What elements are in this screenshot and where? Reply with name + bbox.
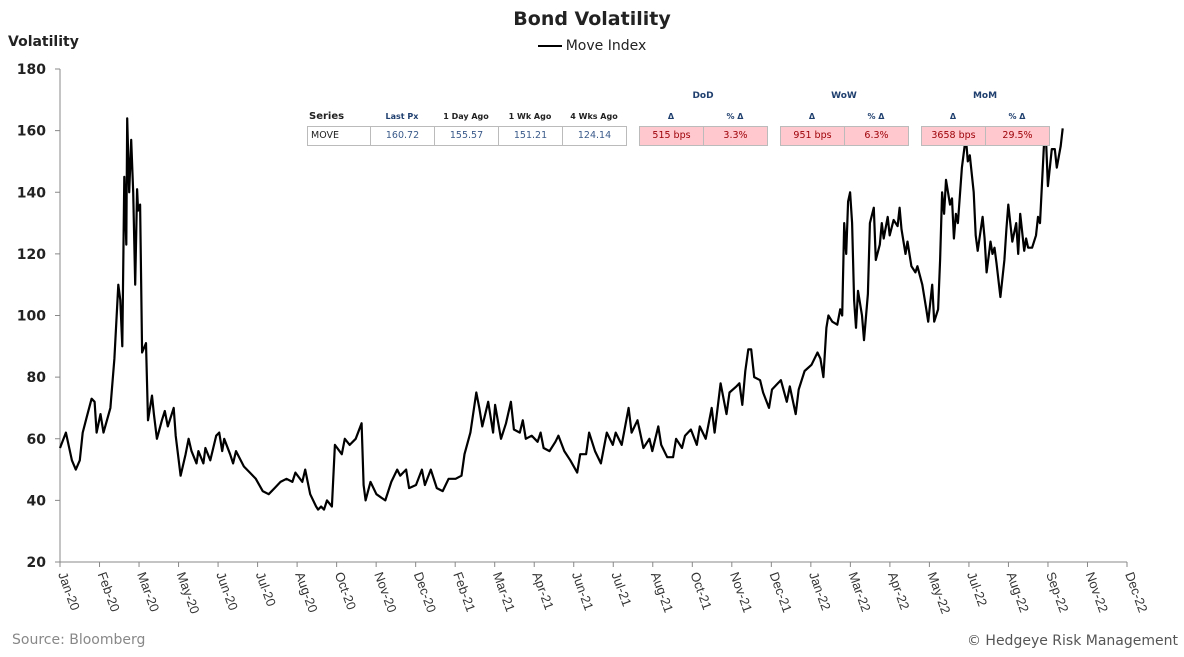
cell-wow-delta: 951 bps [780,126,845,146]
legend: Move Index [0,38,1184,54]
y-axis-label: Volatility [8,34,79,50]
y-tick-label: 80 [27,370,47,386]
header-dod-delta: Δ [667,112,675,121]
header-dod-pct: % Δ [726,112,744,121]
x-tick-label: Nov-21 [727,570,755,615]
x-tick-label: Apr-22 [885,570,912,612]
copyright-note: © Hedgeye Risk Management [966,633,1178,649]
header-1-wk-ago: 1 Wk Ago [508,112,552,121]
y-tick-label: 140 [17,185,46,201]
x-tick-label: Feb-20 [95,570,123,614]
x-tick-label: Apr-21 [529,570,556,612]
group-wow: WoW [831,91,857,101]
x-tick-label: Nov-22 [1083,570,1111,615]
x-tick-label: Jul-22 [964,570,990,608]
x-tick-label: Oct-21 [687,570,714,612]
y-tick-label: 180 [17,62,46,78]
legend-label: Move Index [565,38,647,54]
x-tick-label: Mar-21 [490,570,518,614]
y-tick-label: 120 [17,247,46,263]
header-wow-pct: % Δ [867,112,885,121]
x-tick-label: Sep-22 [1043,570,1071,615]
header-last-px: Last Px [385,112,419,121]
x-tick-label: Jun-21 [569,570,597,612]
cell-last-px: 160.72 [370,126,435,146]
cell-series: MOVE [307,126,371,146]
x-tick-label: Mar-20 [134,570,162,614]
y-tick-label: 40 [27,493,47,509]
y-tick-label: 20 [27,555,47,571]
x-tick-label: May-20 [174,570,203,616]
cell-mom-pct: 29.5% [985,126,1050,146]
x-tick-label: Jul-20 [253,570,279,608]
x-tick-label: Dec-22 [1122,570,1150,615]
y-tick-label: 100 [17,309,46,325]
x-tick-label: Aug-21 [648,570,676,615]
source-note: Source: Bloomberg [12,632,146,648]
x-tick-label: Jun-20 [213,570,241,612]
group-dod: DoD [692,91,714,101]
legend-line-swatch [537,45,562,47]
cell-dod-delta: 515 bps [639,126,704,146]
cell-mom-delta: 3658 bps [921,126,986,146]
header-series: Series [309,111,345,122]
cell-dod-pct: 3.3% [703,126,768,146]
header-1-day-ago: 1 Day Ago [443,112,489,121]
x-tick-label: Jul-21 [608,570,634,608]
x-tick-label: Mar-22 [846,570,874,614]
x-tick-label: Jan-22 [806,570,834,612]
x-tick-label: Aug-22 [1004,570,1032,615]
header-mom-delta: Δ [949,112,957,121]
cell-1-wk-ago: 151.21 [498,126,563,146]
x-tick-label: Aug-20 [292,570,320,615]
x-tick-label: Dec-20 [411,570,439,615]
header-wow-delta: Δ [808,112,816,121]
x-tick-label: Oct-20 [332,570,359,612]
x-tick-label: Jan-20 [55,570,83,612]
series-line-move-index [58,117,1064,511]
x-tick-label: Feb-21 [450,570,478,614]
cell-1-day-ago: 155.57 [434,126,499,146]
cell-4-wks-ago: 124.14 [562,126,627,146]
x-tick-label: Nov-20 [371,570,399,615]
chart-title: Bond Volatility [513,8,671,30]
header-mom-pct: % Δ [1008,112,1026,121]
y-tick-label: 160 [17,124,46,140]
header-4-wks-ago: 4 Wks Ago [570,112,618,121]
x-tick-label: May-22 [925,570,954,616]
y-tick-label: 60 [27,432,47,448]
cell-wow-pct: 6.3% [844,126,909,146]
x-tick-label: Dec-21 [767,570,795,615]
group-mom: MoM [972,91,998,101]
